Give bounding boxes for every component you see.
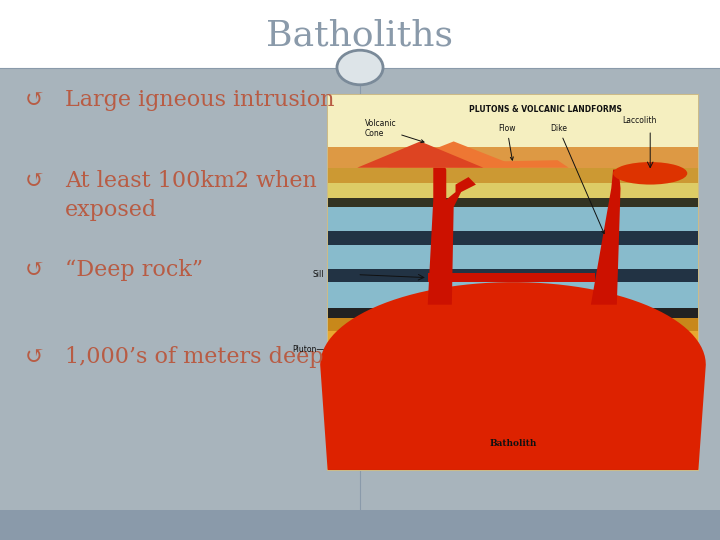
Text: Laccolith: Laccolith [622,116,656,125]
FancyBboxPatch shape [0,0,720,68]
Text: Sill: Sill [312,270,324,279]
FancyBboxPatch shape [328,232,698,245]
FancyBboxPatch shape [0,68,720,510]
FancyBboxPatch shape [328,364,698,470]
FancyBboxPatch shape [328,331,698,352]
Circle shape [337,50,383,85]
Polygon shape [457,160,569,168]
Polygon shape [320,282,706,470]
Text: Batholith: Batholith [490,439,536,448]
Polygon shape [428,154,476,305]
Text: Pluton—: Pluton— [292,345,324,354]
Text: At least 100km2 when
exposed: At least 100km2 when exposed [65,170,317,221]
Text: Dike: Dike [550,124,604,234]
Text: ↺: ↺ [25,170,45,193]
FancyBboxPatch shape [328,183,698,198]
Text: ↺: ↺ [25,259,45,282]
Polygon shape [428,273,595,282]
Text: PLUTONS & VOLCANIC LANDFORMS: PLUTONS & VOLCANIC LANDFORMS [469,105,621,114]
Text: ↺: ↺ [25,346,45,369]
Text: Volcanic
Cone: Volcanic Cone [365,119,424,143]
Text: ↺: ↺ [25,89,45,112]
FancyBboxPatch shape [328,245,698,269]
FancyBboxPatch shape [328,352,698,365]
Text: Large igneous intrusion: Large igneous intrusion [65,89,334,111]
FancyBboxPatch shape [328,147,698,168]
FancyBboxPatch shape [328,269,698,282]
FancyBboxPatch shape [0,510,720,540]
Text: Batholiths: Batholiths [266,18,454,52]
FancyBboxPatch shape [328,282,698,308]
FancyBboxPatch shape [328,168,698,183]
Polygon shape [591,170,621,305]
Text: Flow: Flow [498,124,516,160]
FancyBboxPatch shape [328,198,698,207]
FancyBboxPatch shape [328,94,698,147]
Text: 1,000’s of meters deep: 1,000’s of meters deep [65,346,323,368]
FancyBboxPatch shape [328,308,698,318]
Text: “Deep rock”: “Deep rock” [65,259,203,281]
FancyBboxPatch shape [328,94,698,470]
FancyBboxPatch shape [328,207,698,232]
Ellipse shape [613,162,688,185]
Polygon shape [357,141,483,168]
Polygon shape [387,141,521,168]
FancyBboxPatch shape [328,318,698,331]
